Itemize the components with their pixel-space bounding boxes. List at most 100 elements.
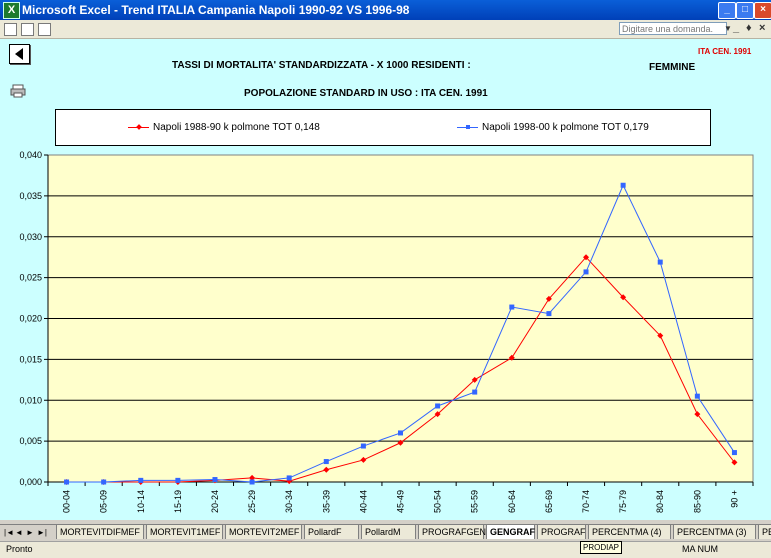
status-text: Pronto <box>6 544 33 554</box>
data-point <box>694 411 701 418</box>
status-bar: Pronto MA NUM <box>0 541 771 558</box>
legend-item-series-1: Napoli 1988-90 k polmone TOT 0,148 <box>128 122 320 133</box>
data-point <box>360 443 366 449</box>
y-tick-label: 0,010 <box>19 395 42 405</box>
print-preview-icon[interactable] <box>21 23 34 36</box>
sheet-tabs-bar: |◄ ◄ ► ►| MORTEVITDIFMEF MORTEVIT1MEF MORTEVIT… <box>0 524 771 541</box>
excel-icon[interactable]: X <box>3 2 20 19</box>
data-point <box>472 389 478 395</box>
x-tick-label: 00-04 <box>62 490 72 513</box>
x-tick-label: 10-14 <box>136 490 146 513</box>
close-button[interactable]: × <box>754 2 771 19</box>
x-tick-label: 60-64 <box>507 490 517 513</box>
sheet-tab[interactable]: MORTEVIT1MEF <box>146 525 223 539</box>
x-tick-label: 75-79 <box>618 490 628 513</box>
mdi-close-button[interactable]: × <box>759 22 766 34</box>
minimize-button[interactable]: _ <box>718 2 736 19</box>
data-point <box>657 332 664 339</box>
toolbar <box>0 20 771 39</box>
y-tick-label: 0,025 <box>19 273 42 283</box>
data-point <box>360 456 367 463</box>
data-point <box>545 295 552 302</box>
data-point <box>323 466 330 473</box>
save-icon[interactable] <box>4 23 17 36</box>
back-button[interactable] <box>9 44 30 64</box>
data-point <box>434 411 441 418</box>
y-tick-label: 0,020 <box>19 314 42 324</box>
data-point <box>546 311 552 317</box>
data-point <box>694 393 700 399</box>
legend-label-series-1: Napoli 1988-90 k polmone TOT 0,148 <box>153 122 320 133</box>
x-tick-label: 45-49 <box>396 490 406 513</box>
data-point <box>101 479 107 485</box>
tab-scroll-button[interactable]: ►| <box>37 528 47 537</box>
sheet-tab[interactable]: PROGRAFGEN <box>418 525 486 539</box>
data-point <box>138 477 144 483</box>
chart-legend: Napoli 1988-90 k polmone TOT 0,148 Napol… <box>55 109 711 146</box>
y-tick-label: 0,030 <box>19 232 42 242</box>
sheet-tab[interactable]: PERCEN <box>758 525 771 539</box>
x-tick-label: 25-29 <box>247 490 257 513</box>
data-point <box>583 254 590 261</box>
tooltip: PRODIAP <box>580 541 623 554</box>
data-point <box>620 182 626 188</box>
y-tick-label: 0,035 <box>19 191 42 201</box>
x-tick-label: 65-69 <box>544 490 554 513</box>
data-point <box>435 403 441 409</box>
title-bar: X Microsoft Excel - Trend ITALIA Campani… <box>0 0 771 20</box>
x-tick-label: 20-24 <box>210 490 220 513</box>
sheet-tab[interactable]: MORTEVIT2MEF <box>225 525 302 539</box>
y-tick-label: 0,015 <box>19 354 42 364</box>
standard-population-label: ITA CEN. 1991 <box>698 47 752 56</box>
sheet-tab[interactable]: PollardM <box>361 525 416 539</box>
tab-scroll-button[interactable]: ► <box>26 528 34 537</box>
data-point <box>286 475 292 481</box>
y-tick-label: 0,040 <box>19 150 42 160</box>
keyboard-status: MA NUM <box>682 544 718 554</box>
data-point <box>398 430 403 436</box>
x-tick-label: 85-90 <box>692 490 702 513</box>
x-tick-label: 90 + <box>729 490 739 508</box>
data-point <box>583 269 589 275</box>
data-point <box>323 459 329 465</box>
tab-scroll-button[interactable]: |◄ <box>4 528 14 537</box>
data-point <box>509 304 515 310</box>
back-arrow-icon <box>15 48 23 60</box>
data-point <box>471 376 478 383</box>
x-tick-label: 05-09 <box>99 490 109 513</box>
x-tick-label: 70-74 <box>581 490 591 513</box>
sheet-tab[interactable]: PollardF <box>304 525 359 539</box>
maximize-button[interactable]: □ <box>736 2 754 19</box>
mdi-restore-button[interactable]: ♦ <box>746 22 752 34</box>
tab-scroll-button[interactable]: ◄ <box>15 528 23 537</box>
data-point <box>64 479 70 485</box>
chevron-down-icon[interactable]: ▼ <box>724 24 732 33</box>
data-point <box>620 294 627 301</box>
data-point <box>731 450 737 456</box>
x-tick-label: 40-44 <box>358 490 368 513</box>
chart-title: TASSI DI MORTALITA' STANDARDIZZATA - X 1… <box>172 60 471 71</box>
data-point <box>249 479 255 485</box>
ask-question-input[interactable]: Digitare una domanda. <box>619 22 727 35</box>
sex-label: FEMMINE <box>649 62 696 73</box>
legend-item-series-2: Napoli 1998-00 k polmone TOT 0,179 <box>457 122 649 133</box>
print-icon[interactable] <box>10 84 26 98</box>
x-tick-label: 35-39 <box>321 490 331 513</box>
sheet-tab[interactable]: PROGRAF <box>537 525 586 539</box>
sheet-tab[interactable]: GENGRAF <box>486 525 535 539</box>
line-chart: 0,000 0,005 0,010 0,015 0,020 0,025 0,030 0,035… <box>19 150 754 513</box>
x-tick-label: 55-59 <box>470 490 480 513</box>
sheet-tab[interactable]: PERCENTMA (4) <box>588 525 671 539</box>
x-tick-label: 15-19 <box>173 490 183 513</box>
data-point <box>397 439 404 446</box>
print-icon[interactable] <box>38 23 51 36</box>
x-tick-label: 50-54 <box>433 490 443 513</box>
window-title: Microsoft Excel - Trend ITALIA Campania … <box>22 3 410 17</box>
mdi-minimize-button[interactable]: _ <box>733 22 740 34</box>
sheet-tab[interactable]: PERCENTMA (3) <box>673 525 756 539</box>
chart-subtitle: POPOLAZIONE STANDARD IN USO : ITA CEN. 1… <box>244 88 488 99</box>
x-tick-label: 30-34 <box>284 490 294 513</box>
data-point <box>175 477 181 483</box>
sheet-tab[interactable]: MORTEVITDIFMEF <box>56 525 144 539</box>
legend-label-series-2: Napoli 1998-00 k polmone TOT 0,179 <box>482 122 649 133</box>
